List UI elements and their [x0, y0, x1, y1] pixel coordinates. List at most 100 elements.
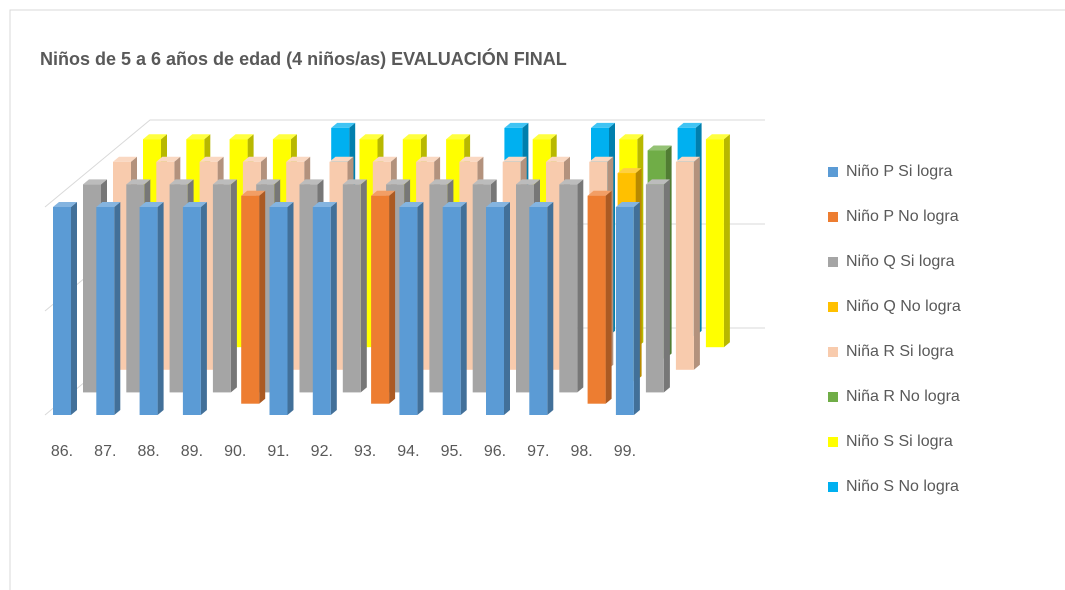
x-tick-label: 89. [181, 443, 203, 460]
bar-top [143, 134, 167, 140]
legend-swatch [828, 302, 838, 312]
bar-side [200, 202, 207, 415]
x-tick-label: 88. [137, 443, 159, 460]
bar-front [182, 207, 201, 415]
bar-front [96, 207, 115, 415]
bar [269, 202, 294, 415]
bar-side [460, 202, 467, 415]
bar-top [529, 202, 554, 207]
legend-label: Niña R No logra [846, 388, 960, 405]
bar [342, 179, 367, 393]
bar-front [442, 207, 461, 415]
bar-front [645, 184, 664, 393]
bar-front [269, 207, 288, 415]
legend-swatch [828, 437, 838, 447]
bar [587, 190, 612, 404]
bar [241, 190, 266, 404]
bar-front [371, 195, 390, 404]
bar-top [329, 156, 354, 162]
bar-top [182, 202, 207, 207]
x-tick-label: 90. [224, 443, 246, 460]
bar-front [675, 161, 694, 370]
bar-side [633, 202, 640, 415]
bar-top [113, 156, 137, 162]
bar-top [677, 122, 702, 128]
bar-side [663, 179, 670, 393]
bar-top [83, 179, 107, 185]
bar-top [96, 202, 121, 207]
legend-label: Niño P No logra [846, 208, 959, 225]
legend-swatch [828, 167, 838, 177]
x-tick-label: 92. [311, 443, 333, 460]
bar-top [516, 179, 540, 185]
legend-label: Niño S No logra [846, 478, 959, 495]
legend-swatch [828, 392, 838, 402]
bar-top [399, 202, 424, 207]
bar-side [287, 202, 294, 415]
bar-top [617, 168, 642, 174]
legend-swatch [828, 482, 838, 492]
bar [399, 202, 424, 415]
bar-top [559, 179, 584, 185]
bar-top [272, 134, 297, 140]
grid-line [44, 119, 765, 208]
bar-front [139, 207, 158, 415]
x-tick-label: 98. [570, 443, 592, 460]
bar-top [705, 134, 730, 140]
bar-top [241, 190, 266, 196]
legend-label: Niña R Si logra [846, 343, 954, 360]
bar [53, 202, 77, 415]
bar-side [547, 202, 554, 415]
bar-top [532, 134, 557, 140]
bar [212, 179, 237, 393]
bar-front [399, 207, 418, 415]
bar-front [615, 207, 634, 415]
bar-front [529, 207, 548, 415]
bar-top [502, 156, 527, 162]
x-tick-label: 97. [527, 443, 549, 460]
bar-front [342, 184, 361, 393]
bar [675, 156, 700, 370]
legend-swatch [828, 257, 838, 267]
bar-side [693, 156, 700, 370]
bar-side [605, 190, 612, 404]
bar-front [705, 139, 724, 348]
bar-side [389, 190, 396, 404]
bar-top [615, 202, 640, 207]
x-tick-label: 94. [397, 443, 419, 460]
legend-label: Niño S Si logra [846, 433, 953, 450]
bar-front [312, 207, 331, 415]
bar-side [723, 134, 730, 348]
legend-label: Niño P Si logra [846, 163, 953, 180]
bar-front [53, 207, 71, 415]
bar [371, 190, 396, 404]
bar-top [169, 179, 194, 185]
bar [559, 179, 584, 393]
bar-top [359, 134, 384, 140]
bar-front [587, 195, 606, 404]
bar-top [229, 134, 254, 140]
bar-top [212, 179, 237, 185]
bar-top [472, 179, 497, 185]
legend-label: Niño Q No logra [846, 298, 961, 315]
bar-side [360, 179, 367, 393]
bar-top [429, 179, 454, 185]
bar-front [241, 195, 260, 404]
bar-top [442, 202, 467, 207]
bar-top [372, 156, 397, 162]
bar-top [402, 134, 427, 140]
bar [645, 179, 670, 393]
legend-swatch [828, 212, 838, 222]
chart-title: Niños de 5 a 6 años de edad (4 niños/as)… [40, 48, 567, 69]
x-tick-label: 99. [614, 443, 636, 460]
bar-top [53, 202, 77, 207]
legend-label: Niño Q Si logra [846, 253, 955, 270]
bar-top [587, 190, 612, 196]
bar-top [199, 156, 224, 162]
bar-top [139, 202, 164, 207]
bar-side [330, 202, 337, 415]
bar-top [299, 179, 324, 185]
x-tick-label: 86. [51, 443, 73, 460]
bar-top [645, 179, 670, 185]
